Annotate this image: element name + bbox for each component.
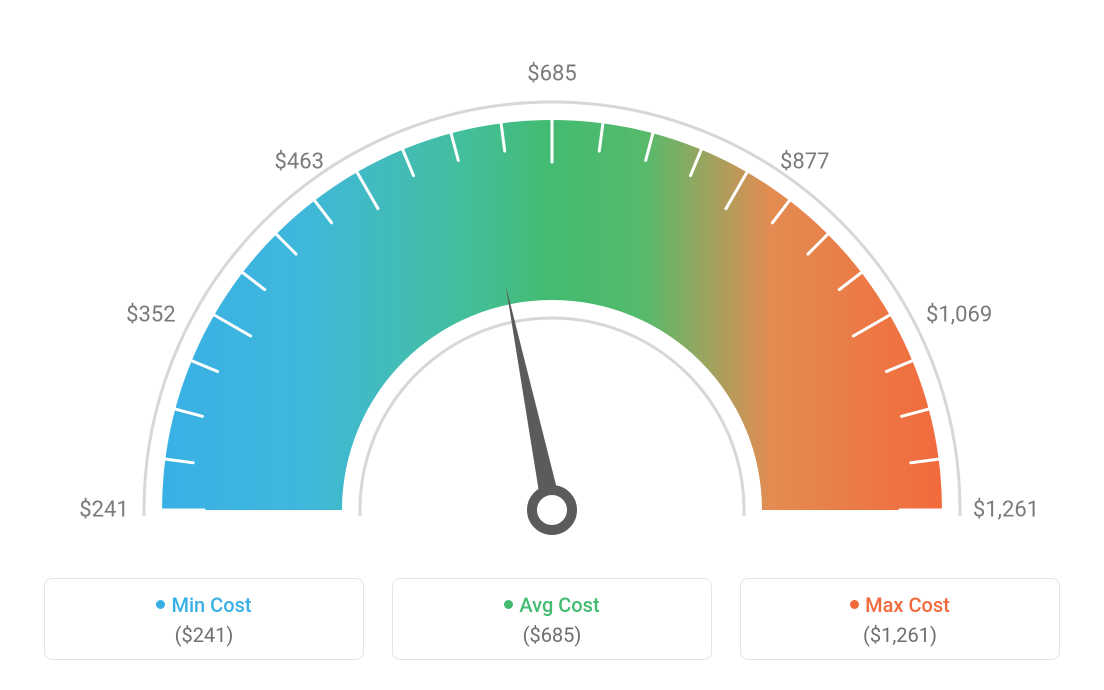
dot-icon: [504, 600, 513, 609]
legend-max-title: Max Cost: [751, 593, 1049, 617]
legend-avg-value: ($685): [403, 623, 701, 647]
gauge-tick-label: $877: [780, 150, 829, 175]
legend-max-value: ($1,261): [751, 623, 1049, 647]
legend-avg-title: Avg Cost: [403, 593, 701, 617]
legend-min-value: ($241): [55, 623, 353, 647]
gauge-tick-label: $241: [79, 498, 128, 523]
legend-max-label: Max Cost: [865, 593, 950, 617]
gauge-tick-label: $1,261: [973, 498, 1039, 523]
cost-gauge-container: $241 $352 $463 $685 $877 $1,069 $1,261 Min Cos…: [0, 0, 1104, 690]
legend-min-title: Min Cost: [55, 593, 353, 617]
gauge-tick-label: $685: [527, 62, 576, 87]
dot-icon: [156, 600, 165, 609]
gauge-tick-label: $463: [275, 150, 324, 175]
legend-avg-label: Avg Cost: [519, 593, 599, 617]
legend-min-card: Min Cost ($241): [44, 578, 364, 660]
legend-row: Min Cost ($241) Avg Cost ($685) Max Cost…: [0, 578, 1104, 660]
gauge-chart: $241 $352 $463 $685 $877 $1,069 $1,261: [0, 0, 1104, 560]
gauge-tick-label: $352: [126, 302, 175, 327]
gauge-tick-label: $1,069: [926, 302, 992, 327]
dot-icon: [850, 600, 859, 609]
legend-min-label: Min Cost: [171, 593, 251, 617]
legend-avg-card: Avg Cost ($685): [392, 578, 712, 660]
legend-max-card: Max Cost ($1,261): [740, 578, 1060, 660]
